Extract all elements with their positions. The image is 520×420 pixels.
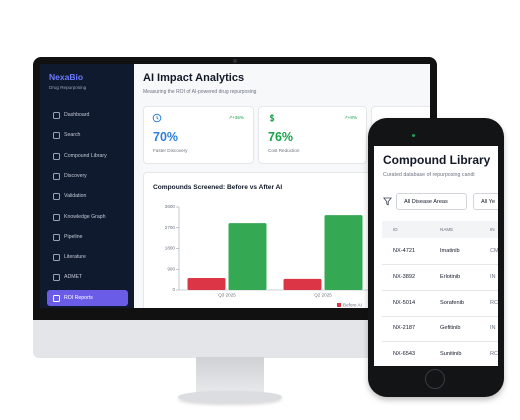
nav-item[interactable]: Validation (47, 188, 128, 204)
nav-item[interactable]: Pipeline (47, 229, 128, 245)
kpi-label: Cost Reduction (268, 148, 300, 153)
table-cell: Erlotinib (440, 273, 461, 280)
bar (187, 278, 226, 290)
page-subtitle: Measuring the ROI of AI-powered drug rep… (143, 89, 257, 95)
legend-label: Before AI (343, 302, 362, 307)
monitor-camera (233, 59, 237, 63)
disease-filter[interactable]: All Disease Areas (396, 193, 467, 210)
x-tick-label: Q2 2025 (314, 293, 332, 298)
bar (283, 278, 322, 290)
y-tick-label: 0 (172, 287, 175, 292)
home-button[interactable] (425, 369, 445, 389)
kpi-value: 76% (268, 130, 294, 144)
monitor-stand (196, 357, 264, 395)
kpi-label: Faster Discovery (153, 148, 188, 153)
table-cell: NX-4721 (393, 248, 416, 254)
nav-item[interactable]: Dashboard (47, 107, 128, 123)
legend-swatch (337, 303, 341, 307)
table-cell: Gefitinib (440, 325, 461, 332)
monitor-base (178, 391, 282, 403)
table-cell: CM (490, 248, 498, 254)
table-cell: Imatinib (440, 248, 460, 254)
kpi-card: +35% 70% Faster Discovery (143, 106, 254, 164)
table-cell: NX-3892 (393, 273, 416, 280)
nav-item[interactable]: ADMET (47, 269, 128, 285)
nav-item[interactable]: Literature (47, 249, 128, 265)
table-cell: RC (490, 351, 498, 358)
year-filter[interactable]: All Ye (473, 193, 498, 210)
library-title: Compound Library (383, 153, 491, 167)
table-cell: IN (490, 273, 496, 280)
sidebar: NexaBio Drug Repurposing Dashboard Search… (40, 64, 134, 308)
column-header: NAME (440, 227, 454, 232)
table-cell: NX-2187 (393, 325, 416, 332)
column-header: ID (393, 227, 398, 232)
x-tick-label: Q3 2025 (218, 293, 236, 298)
table-cell: RC (490, 299, 498, 306)
table-row[interactable]: NX-6543 Sunitinib RC (382, 341, 498, 366)
kpi-change: +8% (344, 115, 357, 121)
nav-list: Dashboard Search Compound Library Discovery… (40, 64, 134, 308)
y-tick-label: 2700 (165, 225, 176, 230)
table-row[interactable]: NX-5014 Sorafenib RC (382, 290, 498, 317)
dollar-icon (269, 114, 275, 122)
bar (324, 215, 363, 290)
bar (228, 223, 267, 290)
library-subtitle: Curated database of repurposing candi (383, 172, 475, 178)
nav-item[interactable]: Knowledge Graph (47, 209, 128, 225)
table-row[interactable]: NX-3892 Erlotinib IN (382, 264, 498, 291)
kpi-value: 70% (153, 130, 179, 144)
table-row[interactable]: NX-4721 Imatinib CM (382, 238, 498, 265)
phone-camera (412, 134, 415, 137)
nav-item[interactable]: ROI Reports (47, 289, 128, 306)
table-cell: IN (490, 325, 496, 332)
y-tick-label: 900 (167, 266, 175, 271)
y-tick-label: 3600 (165, 204, 176, 209)
table-cell: NX-5014 (393, 299, 416, 306)
clock-icon (152, 113, 162, 123)
kpi-change: +35% (228, 115, 244, 121)
table-cell: Sunitinib (440, 351, 462, 358)
table-cell: Sorafenib (440, 299, 464, 306)
phone-screen: Compound Library Curated database of rep… (374, 146, 498, 366)
chart-title: Compounds Screened: Before vs After AI (153, 184, 283, 191)
column-header: IN (490, 227, 495, 232)
page-title: AI Impact Analytics (143, 72, 245, 84)
table-cell: NX-6543 (393, 351, 416, 358)
bar-chart: 0 900 1800 2700 3600 Q3 2025 Q2 2025 Before AI (165, 204, 430, 307)
table-header: ID NAME IN (382, 221, 498, 238)
brand: NexaBio (49, 72, 84, 82)
tagline: Drug Repurposing (49, 85, 87, 90)
filter-icon[interactable] (383, 197, 392, 206)
y-tick-label: 1800 (165, 246, 176, 251)
nav-item[interactable]: Search (47, 127, 128, 143)
table-row[interactable]: NX-2187 Gefitinib IN (382, 315, 498, 343)
nav-item[interactable]: Discovery (47, 168, 128, 184)
kpi-card: +8% 76% Cost Reduction (258, 106, 367, 164)
nav-item[interactable]: Compound Library (47, 148, 128, 164)
